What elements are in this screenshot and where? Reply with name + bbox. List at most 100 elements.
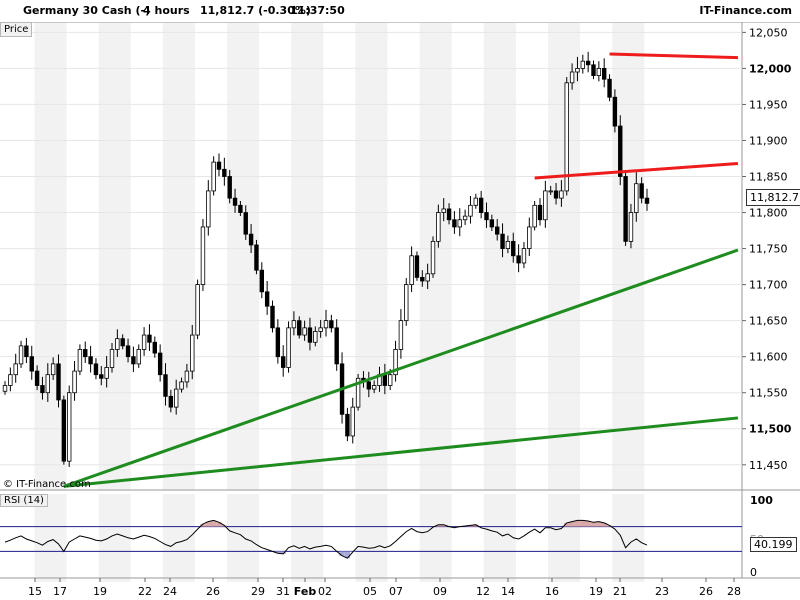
candle-body (569, 71, 575, 84)
rsi-panel-label: RSI (14) (0, 494, 48, 507)
x-tick-label: 26 (699, 585, 713, 598)
x-tick-label: 31 (276, 585, 290, 598)
x-tick-label: 24 (163, 585, 177, 598)
y-tick-label: 11,950 (749, 98, 788, 111)
resistance-trendline (534, 162, 739, 180)
day-shade (483, 23, 516, 490)
x-tick-label: 05 (363, 585, 377, 598)
candle-body (88, 356, 93, 365)
candle-body (543, 190, 548, 221)
watermark: © IT-Finance.com (3, 479, 91, 490)
support-trendline (63, 248, 739, 488)
candle-body (190, 334, 195, 372)
candle-body (93, 363, 99, 376)
candle-body (618, 125, 623, 177)
candle-body (564, 82, 569, 192)
x-tick-label: Feb (294, 585, 317, 598)
candle-body (13, 363, 18, 376)
candle-body (168, 395, 174, 408)
candle-body (179, 381, 184, 390)
candle-body (628, 212, 634, 242)
candle-body (532, 204, 537, 228)
candle-body (527, 226, 532, 249)
y-tick-label: 11,850 (749, 171, 788, 184)
candle-body (83, 349, 88, 358)
rsi-overbought-fill (574, 520, 581, 527)
candle-body (56, 363, 61, 401)
candle-body (612, 96, 618, 127)
x-tick-label: 23 (655, 585, 669, 598)
rsi-last-value-label: 40.199 (750, 537, 797, 552)
candle-body (446, 208, 452, 221)
x-tick-label: 16 (545, 585, 559, 598)
candle-body (462, 215, 468, 221)
x-tick-label: 14 (501, 585, 515, 598)
brand-label: IT-Finance.com (699, 4, 792, 17)
candle-body (452, 219, 457, 228)
candle-body (141, 334, 147, 350)
candle-body (297, 320, 302, 336)
candle-body (382, 374, 388, 386)
y-tick-label: 11,650 (749, 315, 788, 328)
candle-body (489, 219, 495, 228)
candle-body (195, 284, 200, 336)
x-tick-label: 19 (93, 585, 107, 598)
y-tick-label: 11,750 (749, 243, 788, 256)
candle-body (286, 327, 291, 368)
candle-body (420, 276, 425, 282)
candle-body (441, 208, 446, 213)
candle-body (387, 374, 393, 386)
candle-body (45, 374, 50, 394)
candle-body (329, 320, 334, 329)
candle-body (634, 183, 639, 213)
candle-body (291, 320, 297, 329)
price-panel-label: Price (0, 22, 33, 37)
day-shade (291, 494, 324, 582)
y-tick-label: 11,550 (749, 387, 788, 400)
resistance-trendline (609, 52, 738, 60)
candle-body (24, 345, 29, 358)
x-tick-label: 07 (389, 585, 403, 598)
candle-body (34, 370, 40, 386)
candle-body (163, 374, 168, 397)
candle-body (644, 197, 650, 204)
candle-body (40, 385, 45, 394)
x-tick-label: 21 (613, 585, 627, 598)
rsi-overbought-fill (435, 524, 442, 527)
rsi-overbought-fill (473, 524, 479, 527)
day-shade (612, 23, 645, 490)
candle-body (173, 388, 179, 408)
y-tick-label: 11,600 (749, 351, 788, 364)
instrument-name: Germany 30 Cash (-) (23, 4, 151, 17)
candle-body (580, 60, 585, 69)
candle-body (232, 197, 238, 206)
candle-body (77, 349, 83, 372)
candle-body (222, 168, 227, 177)
candle-body (596, 68, 602, 77)
candle-body (99, 374, 104, 379)
y-tick-label: 11,900 (749, 134, 788, 147)
support-trendline (63, 416, 739, 488)
candle-body (120, 338, 125, 347)
day-shade (162, 494, 195, 582)
candle-body (216, 161, 222, 170)
rsi-overbought-fill (585, 521, 591, 527)
candle-body (50, 363, 56, 376)
y-tick-label: 11,500 (749, 423, 792, 436)
day-shade (98, 23, 131, 490)
x-tick-label: 29 (251, 585, 265, 598)
day-shade (98, 494, 131, 582)
candle-body (548, 190, 553, 193)
candle-body (302, 327, 307, 336)
rsi-overbought-fill (569, 521, 575, 527)
candle-body (307, 327, 313, 343)
y-tick-label: 11,800 (749, 207, 788, 220)
y-tick-label: 11,450 (749, 459, 788, 472)
x-tick-label: 28 (727, 585, 741, 598)
candle-body (607, 78, 612, 98)
y-tick-label: 11,700 (749, 279, 788, 292)
rsi-oversold-fill (339, 551, 345, 556)
candle-body (575, 68, 580, 73)
x-tick-label: 12 (476, 585, 490, 598)
